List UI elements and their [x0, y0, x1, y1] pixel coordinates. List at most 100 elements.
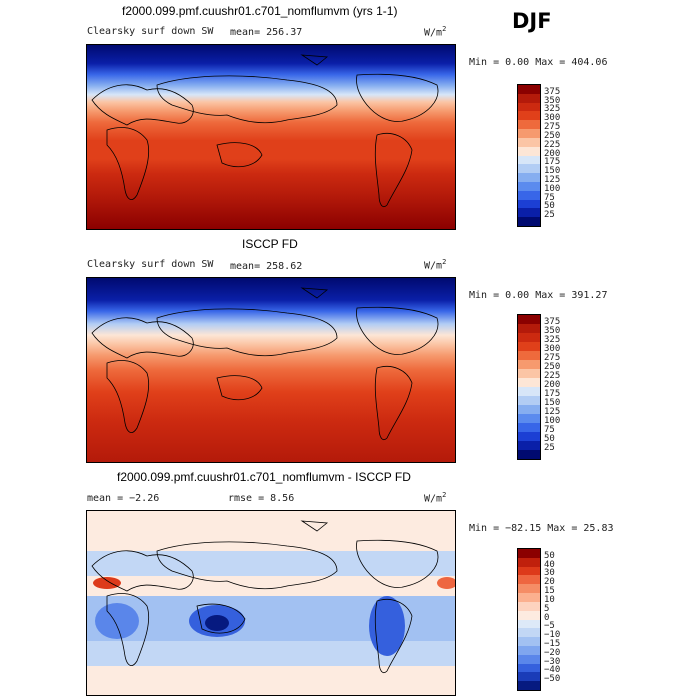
- colorbar-level-label: 50: [544, 201, 555, 212]
- panel3-rmse: rmse = 8.56: [228, 493, 295, 504]
- colorbar-swatch: [518, 217, 540, 226]
- colorbar-level-label: 10: [544, 594, 555, 605]
- colorbar-swatch: [518, 450, 540, 459]
- colorbar-level-label: −50: [544, 674, 561, 685]
- colorbar-swatch: [518, 387, 540, 396]
- colorbar-level-label: 350: [544, 326, 561, 336]
- panel3-minmax: Min = −82.15 Max = 25.83: [469, 523, 614, 534]
- panel3-mean: mean = −2.26: [87, 493, 160, 504]
- colorbar-level-label: 15: [544, 586, 555, 597]
- colorbar-swatch: [518, 645, 540, 655]
- colorbar-swatch: [518, 137, 540, 147]
- colorbar-swatch: [518, 199, 540, 209]
- colorbar-level-label: −10: [544, 630, 561, 641]
- colorbar-level-label: 200: [544, 148, 561, 159]
- panel3-map: [86, 510, 456, 696]
- colorbar-swatch: [518, 120, 540, 130]
- colorbar-level-label: 150: [544, 398, 561, 408]
- panel2-coastlines: [91, 287, 439, 441]
- panel3-title: f2000.099.pmf.cuushr01.c701_nomflumvm - …: [117, 470, 411, 484]
- panel2-map: [86, 277, 456, 463]
- colorbar-swatch: [518, 441, 540, 450]
- colorbar-level-label: 20: [544, 577, 555, 588]
- colorbar-swatch: [518, 619, 540, 629]
- colorbar-swatch: [518, 637, 540, 646]
- colorbar-level-label: −15: [544, 638, 561, 649]
- panel2-variable: Clearsky surf down SW: [87, 259, 214, 270]
- colorbar-level-label: 50: [544, 434, 555, 444]
- colorbar-level-label: 40: [544, 559, 555, 570]
- panel1-map: [86, 44, 456, 230]
- colorbar-level-label: 225: [544, 139, 561, 150]
- colorbar-swatch: [518, 93, 540, 103]
- colorbar-level-label: −30: [544, 656, 561, 667]
- panel1-title: f2000.099.pmf.cuushr01.c701_nomflumvm (y…: [122, 4, 398, 18]
- colorbar-level-label: 275: [544, 353, 561, 363]
- panel3-coastlines: [91, 520, 439, 674]
- panel1-mean: mean= 256.37: [230, 27, 303, 38]
- colorbar-swatch: [518, 111, 540, 121]
- colorbar-level-label: 375: [544, 86, 561, 97]
- colorbar-level-label: 325: [544, 335, 561, 345]
- colorbar-level-label: 325: [544, 104, 561, 115]
- colorbar-level-label: 75: [544, 425, 555, 435]
- colorbar-swatch: [518, 601, 540, 611]
- season-label: DJF: [512, 9, 552, 33]
- colorbar-swatch: [518, 164, 540, 174]
- panel2-map-svg: [87, 278, 455, 462]
- colorbar-level-label: 300: [544, 344, 561, 354]
- colorbar-swatch: [518, 315, 540, 324]
- colorbar-level-label: 200: [544, 380, 561, 390]
- colorbar-level-label: 25: [544, 210, 555, 221]
- colorbar-swatch: [518, 369, 540, 378]
- panel1-colorbar: [517, 84, 541, 227]
- colorbar-level-label: 25: [544, 443, 555, 453]
- panel1-coastlines: [91, 54, 439, 208]
- colorbar-level-label: −40: [544, 665, 561, 676]
- colorbar-swatch: [518, 557, 540, 567]
- colorbar-level-label: 125: [544, 174, 561, 185]
- colorbar-level-label: 5: [544, 603, 550, 614]
- colorbar-swatch: [518, 663, 540, 673]
- colorbar-swatch: [518, 102, 540, 112]
- colorbar-swatch: [518, 549, 540, 558]
- colorbar-swatch: [518, 190, 540, 200]
- colorbar-swatch: [518, 324, 540, 333]
- panel2-minmax: Min = 0.00 Max = 391.27: [469, 290, 608, 301]
- colorbar-level-label: 275: [544, 122, 561, 133]
- colorbar-level-label: 375: [544, 317, 561, 327]
- colorbar-level-label: 350: [544, 95, 561, 106]
- colorbar-swatch: [518, 575, 540, 585]
- panel2-colorbar: [517, 314, 541, 460]
- colorbar-level-label: 100: [544, 183, 561, 194]
- panel3-units: W/m2: [424, 491, 447, 505]
- colorbar-swatch: [518, 396, 540, 405]
- colorbar-swatch: [518, 654, 540, 664]
- colorbar-swatch: [518, 628, 540, 638]
- colorbar-swatch: [518, 610, 540, 620]
- colorbar-swatch: [518, 129, 540, 138]
- colorbar-swatch: [518, 85, 540, 94]
- colorbar-swatch: [518, 146, 540, 156]
- colorbar-level-label: 250: [544, 130, 561, 141]
- colorbar-level-label: 30: [544, 568, 555, 579]
- colorbar-swatch: [518, 208, 540, 218]
- panel3-colorbar: [517, 548, 541, 691]
- panel1-units: W/m2: [424, 25, 447, 39]
- colorbar-swatch: [518, 566, 540, 576]
- colorbar-swatch: [518, 681, 540, 690]
- colorbar-swatch: [518, 405, 540, 414]
- panel2-title: ISCCP FD: [242, 237, 298, 251]
- panel1-minmax: Min = 0.00 Max = 404.06: [469, 57, 608, 68]
- colorbar-level-label: 50: [544, 550, 555, 561]
- colorbar-level-label: 100: [544, 416, 561, 426]
- colorbar-swatch: [518, 378, 540, 387]
- panel1-map-svg: [87, 45, 455, 229]
- colorbar-level-label: 75: [544, 192, 555, 203]
- colorbar-swatch: [518, 360, 540, 369]
- colorbar-swatch: [518, 423, 540, 432]
- colorbar-swatch: [518, 432, 540, 441]
- colorbar-swatch: [518, 414, 540, 423]
- colorbar-swatch: [518, 584, 540, 594]
- colorbar-swatch: [518, 593, 540, 602]
